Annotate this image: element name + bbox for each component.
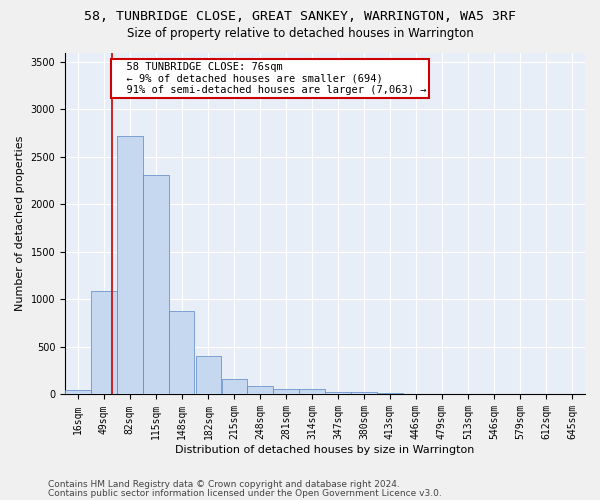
Y-axis label: Number of detached properties: Number of detached properties (15, 136, 25, 311)
Text: 58 TUNBRIDGE CLOSE: 76sqm
  ← 9% of detached houses are smaller (694)
  91% of s: 58 TUNBRIDGE CLOSE: 76sqm ← 9% of detach… (114, 62, 426, 95)
Text: Size of property relative to detached houses in Warrington: Size of property relative to detached ho… (127, 28, 473, 40)
Bar (65, 390, 91, 394)
Bar (221, 380, 247, 394)
Bar (117, 136, 143, 394)
Bar (351, 392, 377, 394)
Bar (91, 291, 116, 395)
Text: Contains public sector information licensed under the Open Government Licence v3: Contains public sector information licen… (48, 488, 442, 498)
Bar (377, 393, 403, 394)
Bar (325, 392, 351, 394)
Bar (169, 311, 194, 394)
Bar (274, 389, 299, 394)
Text: Contains HM Land Registry data © Crown copyright and database right 2024.: Contains HM Land Registry data © Crown c… (48, 480, 400, 489)
X-axis label: Distribution of detached houses by size in Warrington: Distribution of detached houses by size … (175, 445, 475, 455)
Bar (299, 389, 325, 394)
Text: 58, TUNBRIDGE CLOSE, GREAT SANKEY, WARRINGTON, WA5 3RF: 58, TUNBRIDGE CLOSE, GREAT SANKEY, WARRI… (84, 10, 516, 23)
Bar (143, 175, 169, 394)
Bar (247, 386, 273, 394)
Bar (196, 356, 221, 395)
